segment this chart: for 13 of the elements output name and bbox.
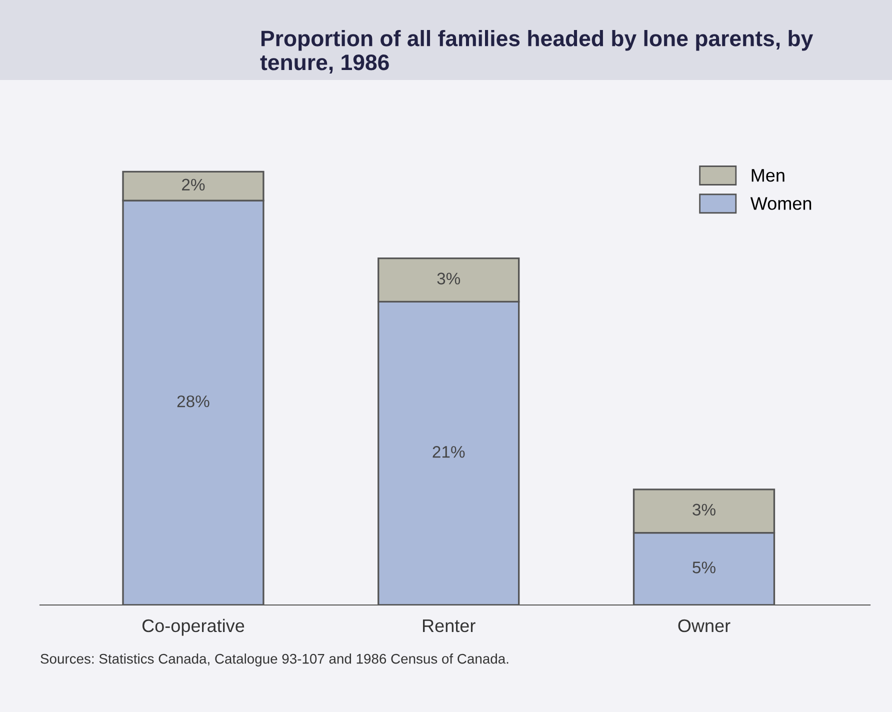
data-label: 5% (692, 562, 716, 574)
x-tick-label: Renter (423, 620, 476, 632)
legend-label: Men (752, 169, 784, 182)
x-tick-label: Owner (678, 619, 730, 632)
data-label: 28% (177, 395, 210, 408)
chart-title: Proportion of all families headed by lone parents, by tenure, 1986 (260, 30, 814, 74)
x-tick-label: Co-operative (142, 618, 244, 636)
data-label: 21% (432, 446, 465, 458)
data-label: 2% (182, 178, 205, 191)
data-label: 3% (692, 504, 716, 516)
data-label: 3% (437, 272, 460, 284)
legend-label: Women (750, 197, 812, 210)
source-note: Sources: Statistics Canada, Catalogue 93-107 and 1986 Census of Canada. (40, 654, 508, 666)
